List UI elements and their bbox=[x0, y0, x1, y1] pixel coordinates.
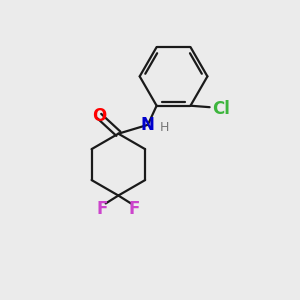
Text: F: F bbox=[129, 200, 140, 218]
Text: Cl: Cl bbox=[213, 100, 230, 118]
Text: O: O bbox=[92, 107, 106, 125]
Text: F: F bbox=[97, 200, 108, 218]
Text: N: N bbox=[141, 116, 155, 134]
Text: H: H bbox=[160, 121, 170, 134]
